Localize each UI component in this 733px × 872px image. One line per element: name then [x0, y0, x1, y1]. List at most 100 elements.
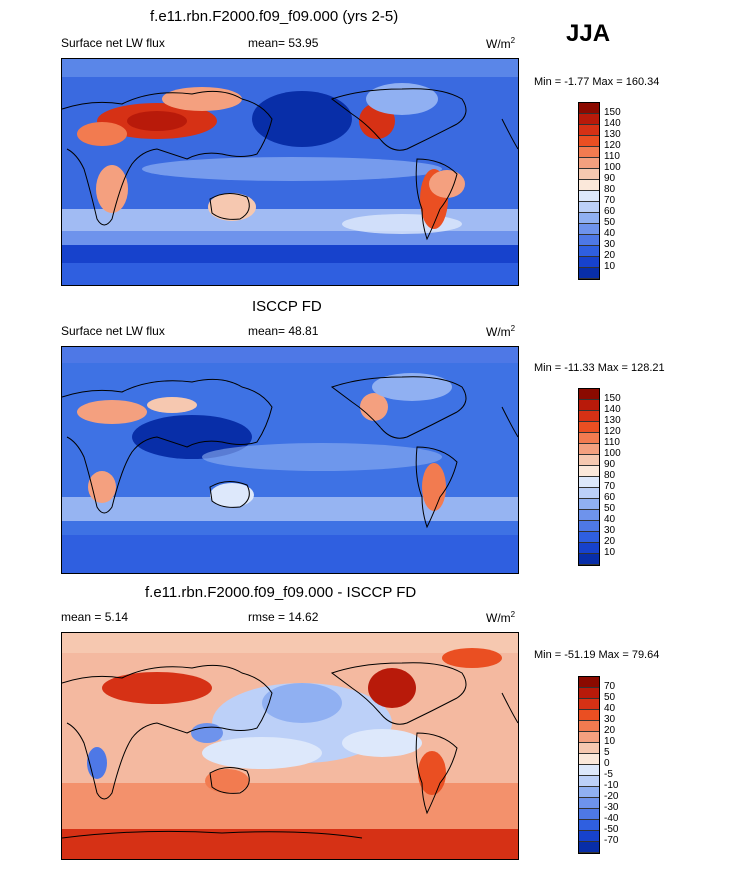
colorbar-tick-label: 150	[604, 393, 621, 404]
colorbar-tick-label: 20	[604, 536, 616, 547]
colorbar-swatch	[579, 125, 599, 136]
colorbar-tick-label: 30	[604, 525, 616, 536]
colorbar-swatch	[579, 257, 599, 268]
colorbar-tick-label: 100	[604, 162, 621, 173]
panel-2-title: ISCCP FD	[252, 298, 322, 315]
colorbar-tick-label: 10	[604, 261, 616, 272]
colorbar-swatch	[579, 842, 599, 853]
colorbar-swatch	[579, 136, 599, 147]
panel-3-units: W/m2	[486, 610, 516, 625]
colorbar-swatch	[579, 433, 599, 444]
colorbar-tick-label: 140	[604, 404, 621, 415]
colorbar-swatch	[579, 688, 599, 699]
panel-3-rmse-label: rmse = 14.62	[248, 610, 319, 624]
colorbar-swatch	[579, 411, 599, 422]
colorbar-swatch	[579, 532, 599, 543]
colorbar-tick-label: 50	[604, 503, 616, 514]
colorbar-swatch	[579, 765, 599, 776]
colorbar-swatch	[579, 809, 599, 820]
colorbar-tick-label: -30	[604, 802, 619, 813]
colorbar-swatch	[579, 268, 599, 279]
colorbar-swatch	[579, 820, 599, 831]
panel-1-colorbar	[578, 102, 600, 280]
colorbar-swatch	[579, 444, 599, 455]
colorbar-swatch	[579, 499, 599, 510]
colorbar-swatch	[579, 169, 599, 180]
colorbar-tick-label: 100	[604, 448, 621, 459]
colorbar-swatch	[579, 466, 599, 477]
panel-2-colorbar	[578, 388, 600, 566]
colorbar-tick-label: 150	[604, 107, 621, 118]
colorbar-swatch	[579, 510, 599, 521]
colorbar-swatch	[579, 114, 599, 125]
colorbar-tick-label: 60	[604, 492, 616, 503]
colorbar-tick-label: 140	[604, 118, 621, 129]
colorbar-swatch	[579, 732, 599, 743]
panel-3-mean-label: mean = 5.14	[61, 610, 129, 624]
colorbar-swatch	[579, 246, 599, 257]
colorbar-tick-label: -40	[604, 813, 619, 824]
colorbar-tick-label: 0	[604, 758, 610, 769]
colorbar-tick-label: 120	[604, 140, 621, 151]
colorbar-tick-label: 50	[604, 217, 616, 228]
colorbar-swatch	[579, 389, 599, 400]
colorbar-tick-label: 10	[604, 736, 616, 747]
colorbar-swatch	[579, 699, 599, 710]
colorbar-tick-label: 40	[604, 228, 616, 239]
colorbar-swatch	[579, 202, 599, 213]
colorbar-swatch	[579, 554, 599, 565]
colorbar-swatch	[579, 488, 599, 499]
colorbar-tick-label: 90	[604, 459, 616, 470]
colorbar-tick-label: 40	[604, 514, 616, 525]
colorbar-swatch	[579, 477, 599, 488]
panel-2-field-label: Surface net LW flux	[61, 324, 165, 338]
colorbar-tick-label: 50	[604, 692, 616, 703]
colorbar-tick-label: 110	[604, 151, 620, 162]
colorbar-swatch	[579, 224, 599, 235]
colorbar-tick-label: -5	[604, 769, 613, 780]
colorbar-tick-label: 70	[604, 195, 616, 206]
colorbar-swatch	[579, 831, 599, 842]
colorbar-tick-label: 70	[604, 481, 616, 492]
panel-2-minmax: Min = -11.33 Max = 128.21	[534, 362, 665, 374]
panel-2-map	[61, 346, 519, 574]
colorbar-tick-label: 110	[604, 437, 620, 448]
colorbar-swatch	[579, 213, 599, 224]
panel-3-title: f.e11.rbn.F2000.f09_f09.000 - ISCCP FD	[145, 584, 417, 601]
colorbar-swatch	[579, 191, 599, 202]
colorbar-swatch	[579, 455, 599, 466]
panel-2-mean-label: mean= 48.81	[248, 324, 319, 338]
colorbar-tick-label: 120	[604, 426, 621, 437]
panel-1-map	[61, 58, 519, 286]
colorbar-swatch	[579, 677, 599, 688]
panel-3-minmax: Min = -51.19 Max = 79.64	[534, 649, 660, 661]
colorbar-swatch	[579, 798, 599, 809]
panel-3-colorbar	[578, 676, 600, 854]
colorbar-swatch	[579, 776, 599, 787]
colorbar-tick-label: 60	[604, 206, 616, 217]
colorbar-swatch	[579, 754, 599, 765]
colorbar-tick-label: -20	[604, 791, 619, 802]
panel-1-mean-label: mean= 53.95	[248, 36, 319, 50]
colorbar-swatch	[579, 235, 599, 246]
colorbar-swatch	[579, 103, 599, 114]
colorbar-swatch	[579, 147, 599, 158]
colorbar-swatch	[579, 710, 599, 721]
colorbar-swatch	[579, 422, 599, 433]
colorbar-tick-label: 5	[604, 747, 610, 758]
panel-1-minmax: Min = -1.77 Max = 160.34	[534, 76, 660, 88]
colorbar-tick-label: 20	[604, 250, 616, 261]
colorbar-tick-label: 130	[604, 415, 621, 426]
colorbar-tick-label: 130	[604, 129, 621, 140]
colorbar-swatch	[579, 158, 599, 169]
colorbar-tick-label: 10	[604, 547, 616, 558]
colorbar-tick-label: 20	[604, 725, 616, 736]
colorbar-tick-label: -50	[604, 824, 619, 835]
colorbar-tick-label: 80	[604, 184, 616, 195]
season-label: JJA	[566, 20, 611, 47]
colorbar-tick-label: 70	[604, 681, 616, 692]
panel-1-title: f.e11.rbn.F2000.f09_f09.000 (yrs 2-5)	[150, 8, 399, 25]
colorbar-swatch	[579, 180, 599, 191]
colorbar-tick-label: 40	[604, 703, 616, 714]
colorbar-swatch	[579, 400, 599, 411]
